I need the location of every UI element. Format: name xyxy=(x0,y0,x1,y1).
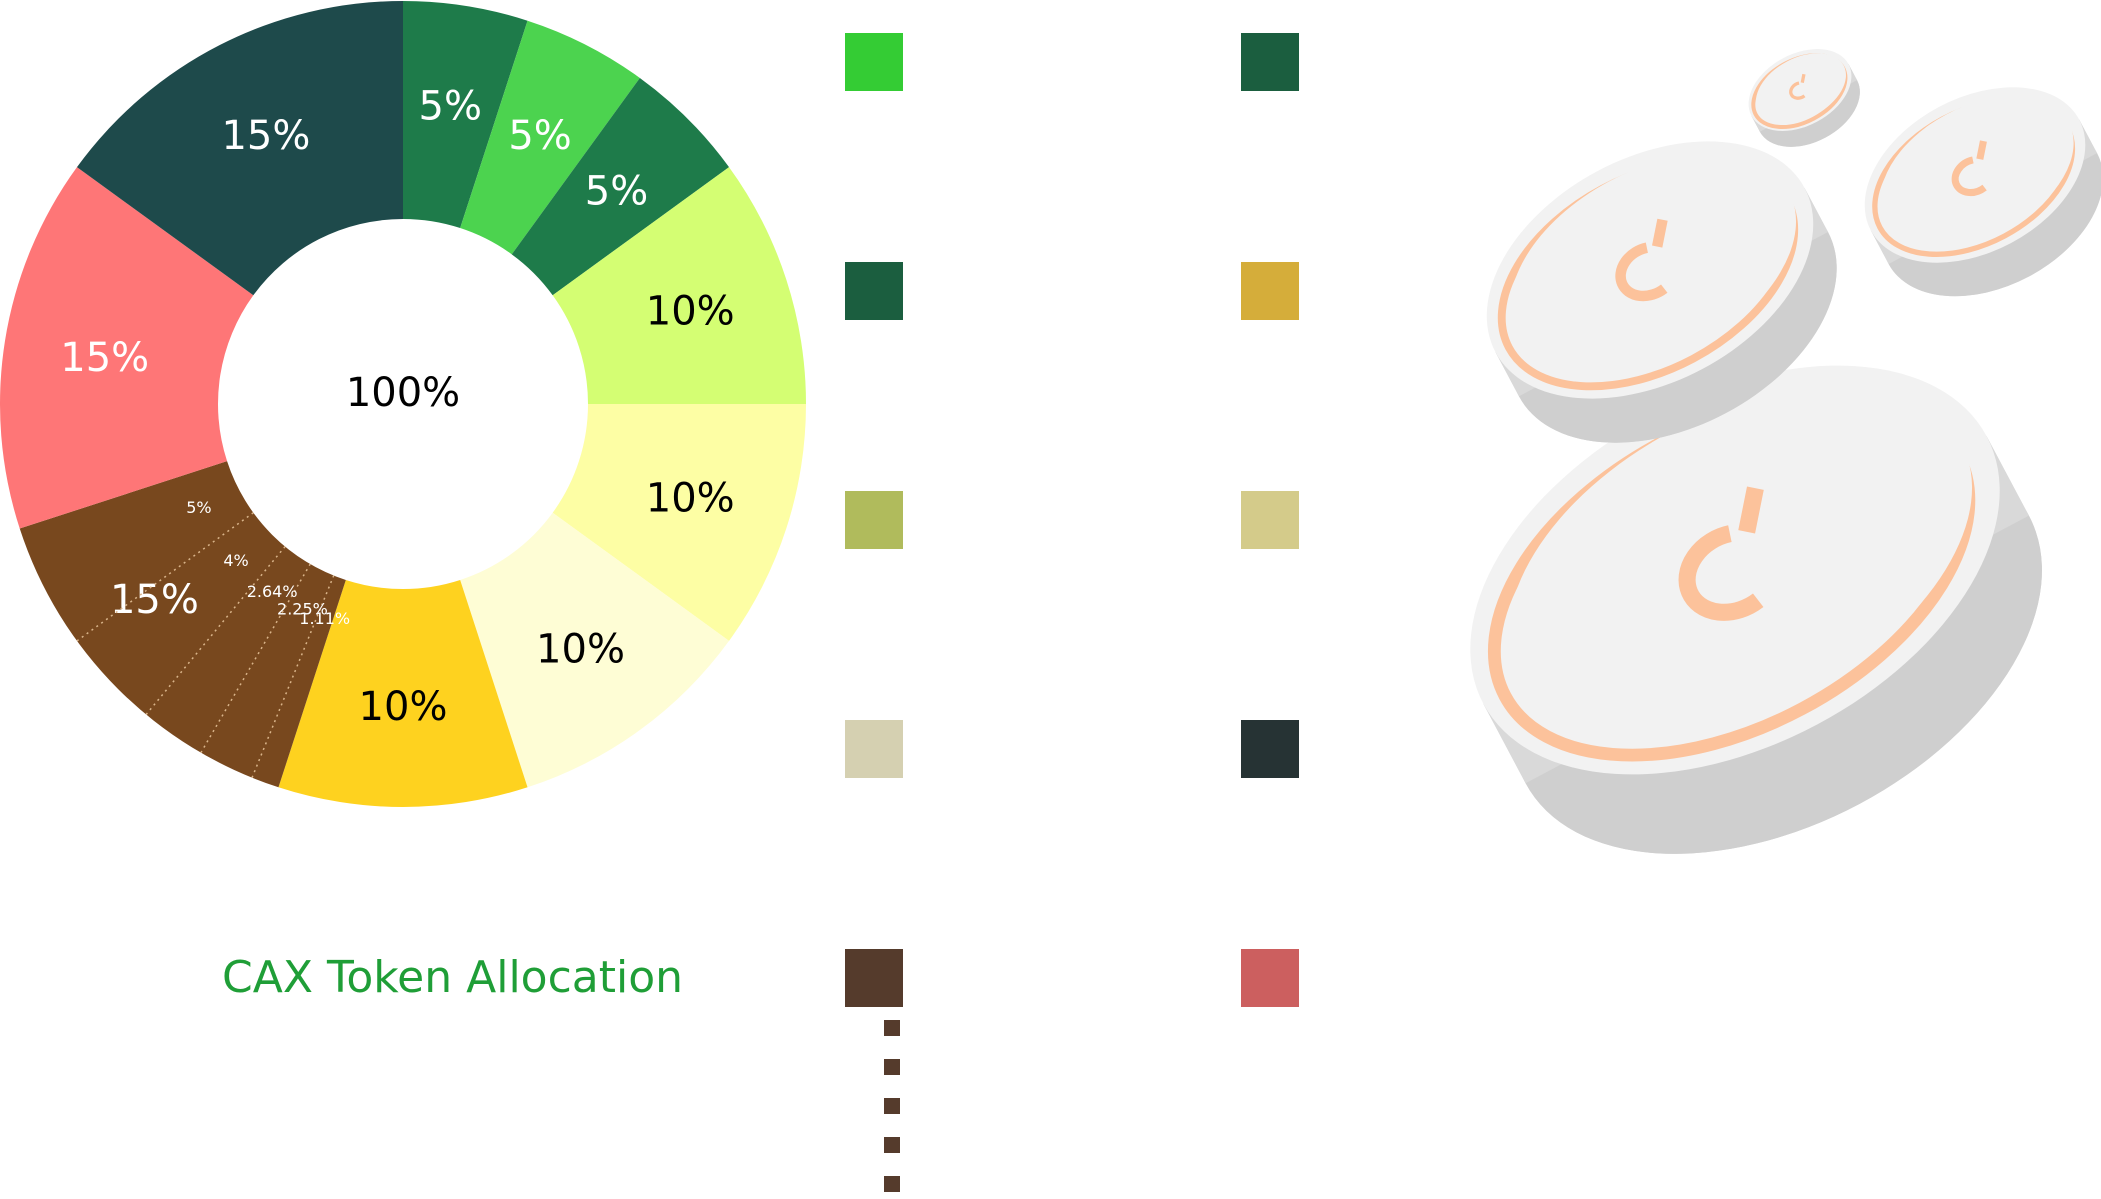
legend-swatch xyxy=(1241,491,1299,549)
slice-label: 10% xyxy=(646,289,735,335)
slice-label: 15% xyxy=(221,113,310,159)
sub-slice-label: 2.25% xyxy=(277,600,328,619)
chart-title: CAX Token Allocation xyxy=(222,952,684,1003)
coin-icon xyxy=(1748,49,1860,147)
sub-slice-divider xyxy=(251,575,335,778)
donut-slice xyxy=(19,461,346,788)
donut-chart: 5% 5% 5% 10% 10% 10% 10% 15% 1.11%2.25%2.64% 4% 5%… xyxy=(0,1,806,807)
donut-slice xyxy=(552,167,806,404)
legend-swatch xyxy=(1241,262,1299,320)
coin-icon xyxy=(1864,87,2101,297)
slice-label: 5% xyxy=(508,113,571,159)
donut-slice xyxy=(460,20,640,255)
sub-slice-label: 1.11% xyxy=(299,609,350,628)
coin-icon xyxy=(1470,365,2042,854)
legend xyxy=(845,33,1299,1192)
coin-icon xyxy=(1486,141,1837,443)
coins-illustration-icon xyxy=(1470,49,2101,854)
sub-slice-divider xyxy=(200,563,311,754)
donut-slice xyxy=(460,512,730,788)
legend-dot xyxy=(884,1020,900,1036)
center-label: 100% xyxy=(346,370,460,416)
slice-label: 5% xyxy=(585,168,648,214)
legend-dot xyxy=(884,1098,900,1114)
legend-swatch xyxy=(845,720,903,778)
legend-swatch xyxy=(845,491,903,549)
legend-swatch xyxy=(1241,949,1299,1007)
sub-slice-label: 4% xyxy=(223,551,248,570)
donut-slice xyxy=(552,404,806,641)
legend-dot xyxy=(884,1176,900,1192)
slice-label: 10% xyxy=(359,684,448,730)
sub-slice-label: 5% xyxy=(186,498,211,517)
donut-slice xyxy=(278,579,528,807)
donut-slice xyxy=(76,1,403,296)
legend-dot xyxy=(884,1137,900,1153)
legend-swatch xyxy=(845,262,903,320)
sub-slice-label: 2.64% xyxy=(247,582,298,601)
slice-label: 10% xyxy=(646,475,735,521)
sub-slice-divider xyxy=(76,512,254,642)
slice-label: 5% xyxy=(419,84,482,130)
legend-swatch xyxy=(1241,720,1299,778)
legend-swatch xyxy=(845,949,903,1007)
slice-label: 15% xyxy=(110,577,199,623)
donut-slice xyxy=(0,167,254,529)
legend-dot xyxy=(884,1059,900,1075)
legend-swatch xyxy=(1241,33,1299,91)
slice-label: 15% xyxy=(60,335,149,381)
donut-slice xyxy=(511,77,730,296)
slice-label: 10% xyxy=(536,626,625,672)
legend-swatch xyxy=(845,33,903,91)
sub-slice-divider xyxy=(145,546,286,715)
donut-slice xyxy=(403,1,528,229)
